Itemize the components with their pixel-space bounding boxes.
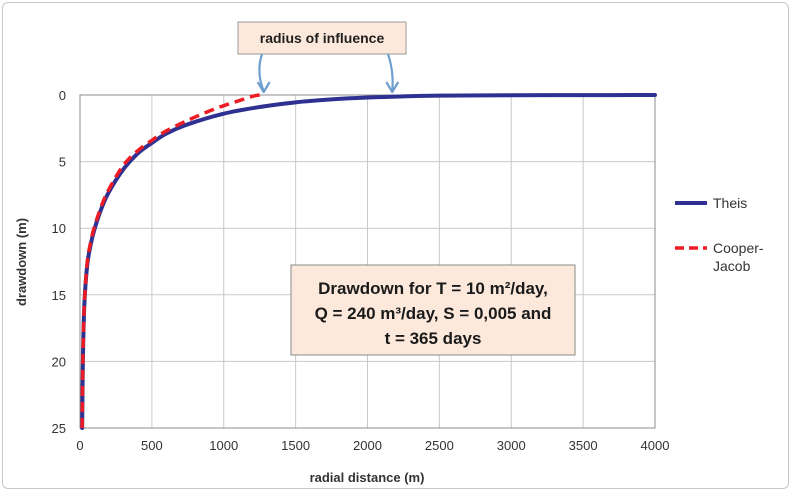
y-tick-label: 20 bbox=[52, 354, 66, 369]
callout-label: radius of influence bbox=[260, 30, 385, 46]
x-tick-label: 3500 bbox=[569, 438, 598, 453]
series-layer bbox=[80, 93, 657, 430]
x-axis-title: radial distance (m) bbox=[310, 470, 425, 485]
legend-label: Theis bbox=[713, 195, 747, 211]
callout-arrowhead bbox=[385, 81, 400, 94]
parameters-note: Drawdown for T = 10 m²/day, Q = 240 m³/da… bbox=[290, 264, 576, 356]
callout-arrow bbox=[258, 53, 265, 92]
y-axis-title: drawdown (m) bbox=[14, 218, 29, 306]
series-cooper-jacob-line bbox=[80, 93, 261, 429]
x-axis-ticks: 0 500 1000 1500 2000 2500 3000 3500 4000 bbox=[76, 438, 669, 453]
grid-lines bbox=[79, 94, 656, 429]
y-tick-label: 10 bbox=[52, 221, 66, 236]
x-tick-label: 1500 bbox=[281, 438, 310, 453]
x-tick-label: 3000 bbox=[497, 438, 526, 453]
note-line: t = 365 days bbox=[385, 329, 482, 348]
legend: Theis Cooper-Jacob bbox=[675, 195, 764, 274]
x-tick-label: 0 bbox=[76, 438, 83, 453]
callout-arrowhead bbox=[256, 81, 271, 94]
y-tick-label: 25 bbox=[52, 421, 66, 436]
note-box bbox=[290, 264, 576, 356]
note-line: Drawdown for T = 10 m²/day, bbox=[318, 279, 548, 298]
callout-arrow bbox=[386, 53, 394, 92]
y-tick-label: 5 bbox=[59, 155, 66, 170]
y-axis-ticks: 0 5 10 15 20 25 bbox=[52, 88, 66, 436]
plot-border bbox=[79, 94, 656, 429]
x-tick-label: 4000 bbox=[641, 438, 670, 453]
x-tick-label: 500 bbox=[141, 438, 163, 453]
y-tick-label: 0 bbox=[59, 88, 66, 103]
callout-box bbox=[237, 21, 407, 55]
y-tick-label: 15 bbox=[52, 288, 66, 303]
x-tick-label: 1000 bbox=[209, 438, 238, 453]
legend-label: Cooper-Jacob bbox=[713, 240, 764, 274]
x-tick-label: 2000 bbox=[353, 438, 382, 453]
x-tick-label: 2500 bbox=[425, 438, 454, 453]
series-theis-line bbox=[80, 93, 657, 430]
radius-of-influence-callout: radius of influence bbox=[237, 21, 407, 94]
note-line: Q = 240 m³/day, S = 0,005 and bbox=[315, 304, 552, 323]
